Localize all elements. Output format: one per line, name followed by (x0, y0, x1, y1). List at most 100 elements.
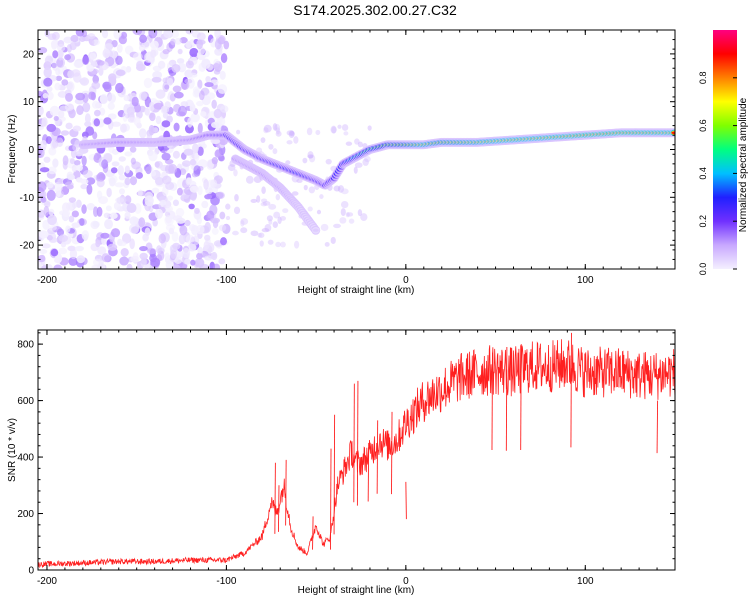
noise-blob (79, 218, 85, 226)
noise-blob (116, 196, 127, 205)
noise-blob (121, 233, 132, 244)
noise-blob (164, 163, 175, 175)
noise-blob (46, 91, 54, 101)
noise-blob (65, 122, 73, 130)
noise-blob (147, 248, 157, 255)
noise-blob (170, 249, 177, 259)
noise-blob (286, 140, 293, 145)
noise-blob (337, 185, 345, 193)
noise-blob (240, 227, 248, 234)
noise-blob (90, 220, 100, 230)
noise-blob (337, 124, 342, 129)
noise-blob (194, 257, 205, 268)
noise-blob (172, 242, 181, 250)
noise-blob (65, 92, 73, 102)
noise-blob (46, 235, 53, 241)
noise-blob (81, 230, 89, 241)
noise-blob (114, 182, 125, 188)
noise-blob (170, 38, 176, 46)
noise-blob (46, 189, 56, 201)
noise-blob (155, 89, 166, 99)
noise-blob (58, 110, 65, 119)
noise-blob (111, 121, 121, 127)
noise-blob (174, 256, 183, 265)
noise-blob (201, 143, 207, 149)
noise-blob (185, 60, 194, 69)
noise-blob (275, 193, 281, 201)
noise-blob (367, 125, 372, 131)
noise-blob (165, 214, 172, 224)
noise-blob (181, 160, 191, 167)
noise-blob (148, 101, 155, 112)
noise-blob (291, 191, 299, 196)
noise-blob (173, 122, 180, 132)
noise-blob (187, 243, 197, 252)
noise-blob (132, 52, 143, 61)
noise-blob (139, 252, 148, 260)
noise-blob (117, 165, 124, 176)
noise-blob (325, 158, 332, 165)
noise-blob (134, 203, 142, 214)
noise-blob (316, 209, 322, 215)
snr-spike (277, 485, 280, 532)
noise-blob (253, 176, 262, 184)
noise-blob (86, 203, 95, 211)
noise-blob (308, 186, 316, 194)
noise-blob (150, 49, 157, 59)
noise-blob (38, 123, 45, 131)
noise-blob (66, 82, 73, 90)
noise-blob (44, 55, 54, 65)
noise-blob (166, 195, 174, 201)
noise-blob (55, 67, 61, 76)
noise-blob (185, 30, 194, 35)
noise-blob (41, 117, 48, 127)
noise-blob (259, 240, 264, 247)
noise-blob (179, 225, 188, 236)
noise-blob (96, 206, 103, 217)
noise-blob (172, 85, 182, 93)
noise-blob (190, 112, 200, 123)
noise-blob (307, 206, 313, 212)
noise-blob (72, 143, 79, 152)
noise-blob (43, 205, 50, 216)
noise-blob (161, 120, 171, 128)
noise-blob (72, 125, 82, 132)
noise-blob (119, 256, 129, 266)
noise-blob (302, 157, 308, 164)
noise-blob (272, 221, 278, 229)
noise-blob (166, 205, 173, 213)
noise-blob (212, 263, 221, 269)
noise-blob (160, 199, 167, 206)
noise-blob (293, 240, 300, 249)
spectrogram-xtick-label: 100 (577, 275, 594, 286)
noise-blob (187, 72, 198, 78)
noise-blob (81, 155, 87, 166)
noise-blob (220, 53, 228, 64)
noise-blob (261, 186, 266, 195)
noise-blob (41, 243, 51, 249)
noise-blob (103, 117, 112, 125)
snr-spike (274, 462, 276, 534)
noise-blob (288, 130, 295, 139)
noise-blob (72, 201, 78, 209)
noise-blob (71, 210, 79, 218)
noise-blob (195, 224, 205, 235)
noise-blob (109, 50, 118, 60)
noise-blob (315, 129, 321, 136)
noise-blob (206, 92, 216, 100)
noise-blob (182, 247, 191, 259)
noise-blob (308, 154, 316, 163)
noise-blob (110, 167, 118, 174)
noise-blob (275, 241, 281, 248)
noise-blob (204, 194, 213, 200)
noise-blob (40, 139, 47, 150)
snr-ylabel: SNR (10 * v/v) (7, 418, 18, 482)
noise-blob (52, 140, 59, 149)
noise-blob (214, 30, 221, 39)
noise-blob (185, 41, 192, 49)
noise-blob (353, 166, 358, 174)
snr-spike (376, 420, 379, 494)
noise-blob (307, 151, 314, 159)
noise-blob (197, 122, 203, 134)
